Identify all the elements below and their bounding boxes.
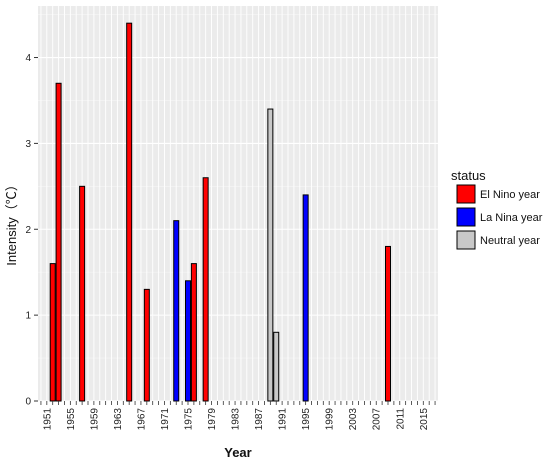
- x-tick-label: 1995: [301, 408, 312, 431]
- bar-1989: [267, 108, 274, 402]
- x-tick-label: 1979: [207, 408, 218, 431]
- x-tick-label: 1983: [231, 408, 242, 431]
- x-tick-label: 1963: [113, 408, 124, 431]
- y-axis-title: Intensity（℃）: [4, 178, 19, 265]
- x-tick-label: 1999: [325, 408, 336, 431]
- legend-label: Neutral year: [480, 235, 540, 247]
- x-tick-label: 2015: [419, 408, 430, 431]
- y-tick-label: 3: [25, 139, 31, 150]
- bar-1973: [173, 220, 180, 402]
- bar-1976: [190, 263, 197, 402]
- x-tick-label: 1967: [136, 408, 147, 431]
- y-tick-label: 4: [25, 53, 31, 64]
- bar-1978: [202, 177, 209, 402]
- y-tick-label: 2: [25, 225, 31, 236]
- y-axis: 0 1 2 3 4: [25, 53, 38, 408]
- bar-2009: [385, 245, 391, 402]
- bar-1957: [79, 185, 86, 402]
- legend-label: El Nino year: [480, 189, 540, 201]
- x-tick-label: 1987: [254, 408, 265, 431]
- bar-1968: [143, 288, 150, 402]
- legend-swatch: [456, 184, 476, 204]
- bar-1953: [55, 82, 62, 402]
- legend-swatch: [456, 230, 476, 250]
- x-axis: 1951 1955 1959 1963 1967 1971 1975 1979 1983 1987…: [40, 401, 436, 431]
- x-tick-label: 1991: [278, 408, 289, 431]
- bar-1965: [126, 22, 133, 402]
- x-tick-label: 1959: [89, 408, 100, 431]
- x-tick-label: 1955: [66, 408, 77, 431]
- legend-title: status: [451, 168, 486, 183]
- x-axis-title: Year: [224, 445, 251, 460]
- bar-1990: [273, 331, 280, 402]
- x-tick-label: 2011: [395, 408, 406, 430]
- x-tick-label: 1971: [160, 408, 171, 431]
- bar-1952: [49, 263, 56, 402]
- legend-label: La Nina year: [480, 212, 543, 224]
- x-tick-label: 2003: [348, 408, 359, 431]
- y-tick-label: 0: [25, 397, 31, 408]
- bars: [49, 22, 391, 402]
- bar-1975: [185, 280, 191, 402]
- y-tick-label: 1: [25, 311, 31, 322]
- x-tick-label: 2007: [372, 408, 383, 431]
- legend-swatch: [456, 207, 476, 227]
- x-tick-label: 1975: [184, 408, 195, 431]
- plot-panel: [38, 6, 438, 401]
- legend: status El Nino year La Nina year Neutral y…: [451, 168, 543, 250]
- x-tick-label: 1951: [42, 408, 53, 431]
- bar-1995: [302, 194, 309, 402]
